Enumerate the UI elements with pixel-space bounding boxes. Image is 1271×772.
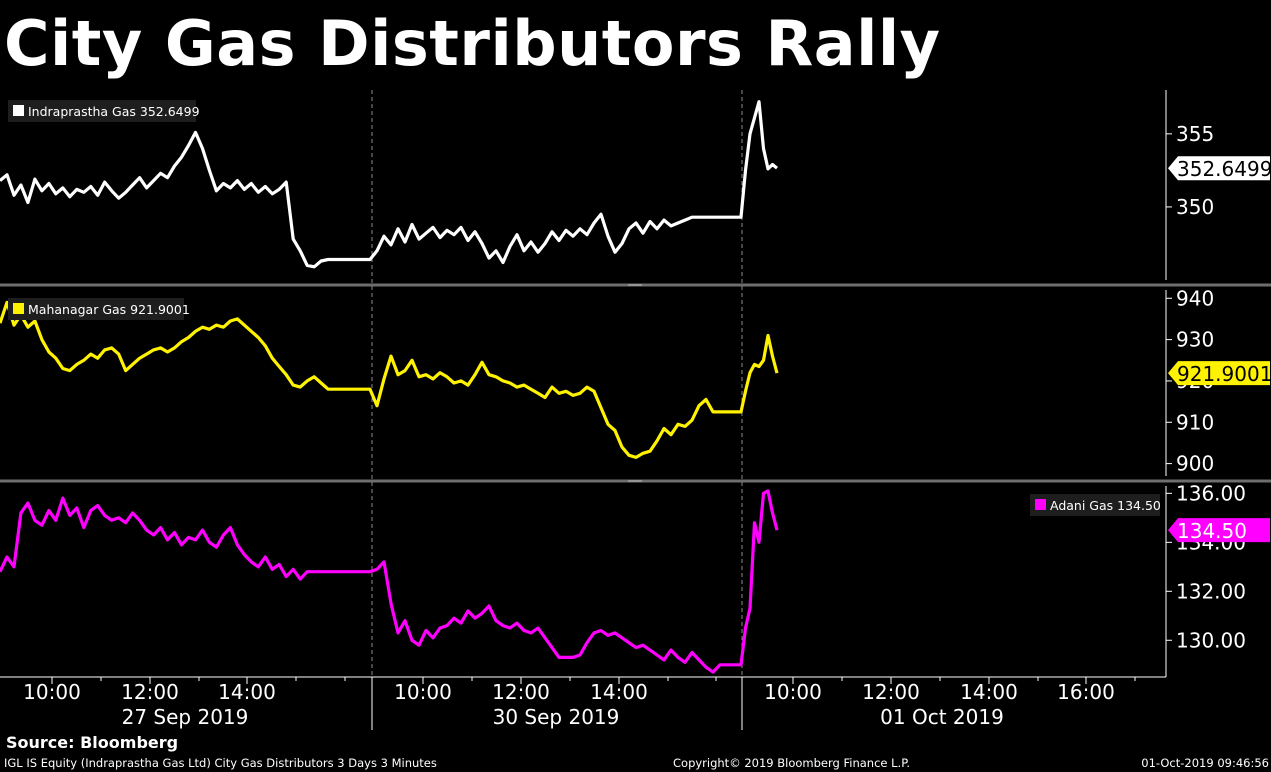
y-tick-label: 132.00 (1176, 579, 1246, 603)
x-tick-label: 12:00 (862, 680, 920, 704)
x-tick-label: 14:00 (590, 680, 648, 704)
legend-box (8, 298, 184, 320)
last-value-flag (1168, 361, 1270, 386)
y-tick-label: 136.00 (1176, 481, 1246, 505)
last-value-label: 921.9001 (1177, 362, 1271, 386)
y-tick-label: 930 (1176, 328, 1214, 352)
x-tick-label: 16:00 (1057, 680, 1115, 704)
x-tick-label: 10:00 (394, 680, 452, 704)
y-tick-label: 940 (1176, 286, 1214, 310)
x-tick-label: 12:00 (121, 680, 179, 704)
last-value-label: 134.50 (1177, 519, 1247, 543)
last-value-flag (1168, 518, 1270, 543)
x-tick-label: 14:00 (960, 680, 1018, 704)
x-date-label: 30 Sep 2019 (493, 705, 620, 729)
y-tick-label: 350 (1176, 195, 1214, 219)
x-tick-label: 10:00 (764, 680, 822, 704)
x-date-label: 01 Oct 2019 (880, 705, 1004, 729)
legend-box (1030, 494, 1160, 516)
last-value-label: 352.6499 (1177, 157, 1271, 181)
legend-label: Indraprastha Gas 352.6499 (28, 104, 200, 119)
y-tick-label: 355 (1176, 122, 1214, 146)
series-line-1 (0, 300, 779, 459)
legend-swatch (13, 105, 24, 116)
x-tick-label: 10:00 (23, 680, 81, 704)
source-note: Source: Bloomberg (6, 733, 179, 752)
x-tick-label: 12:00 (492, 680, 550, 704)
chart-description: IGL IS Equity (Indraprastha Gas Ltd) Cit… (4, 756, 437, 770)
legend-label: Adani Gas 134.50 (1050, 498, 1161, 513)
legend-swatch (13, 303, 24, 314)
x-tick-label: 14:00 (218, 680, 276, 704)
chart-title: City Gas Distributors Rally (4, 7, 941, 80)
timestamp: 01-Oct-2019 09:46:56 (1141, 756, 1269, 770)
last-value-flag (1168, 156, 1270, 181)
y-tick-label: 900 (1176, 452, 1214, 476)
legend-swatch (1035, 499, 1046, 510)
y-tick-label: 130.00 (1176, 628, 1246, 652)
series-line-0 (0, 100, 779, 269)
copyright-note: Copyright© 2019 Bloomberg Finance L.P. (673, 756, 910, 770)
legend-label: Mahanagar Gas 921.9001 (28, 302, 190, 317)
series-line-2 (0, 489, 779, 674)
legend-box (8, 100, 196, 122)
y-tick-label: 910 (1176, 410, 1214, 434)
x-date-label: 27 Sep 2019 (122, 705, 249, 729)
